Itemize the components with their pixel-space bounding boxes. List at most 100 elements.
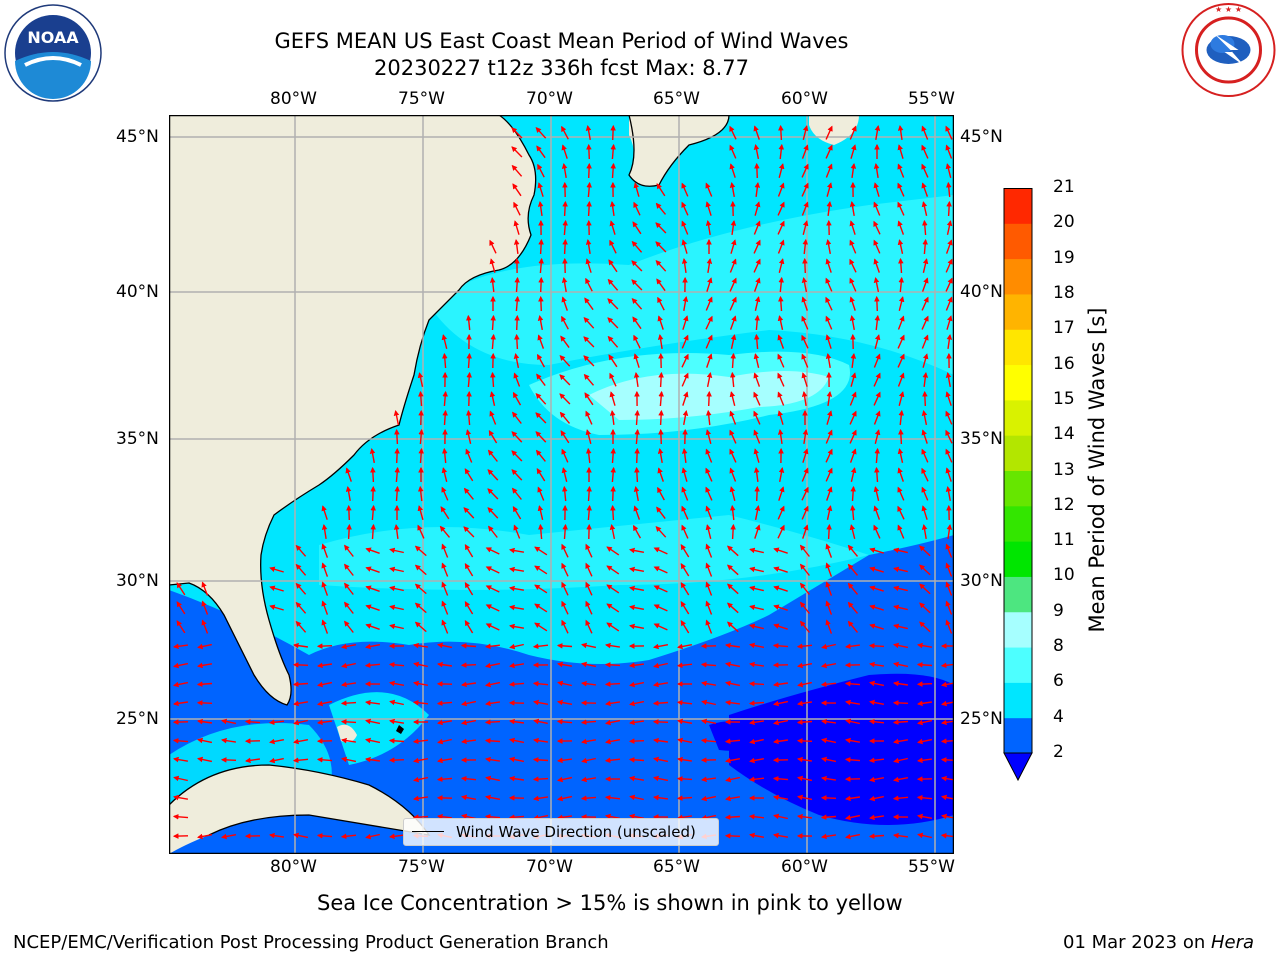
direction-arrow <box>778 124 784 141</box>
direction-arrow <box>681 467 688 482</box>
direction-arrow <box>945 448 953 463</box>
direction-arrow <box>753 410 761 425</box>
land-bahamas-1 <box>337 724 357 743</box>
direction-arrow <box>538 238 544 255</box>
lon-label-top-70w: 70°W <box>526 89 573 109</box>
direction-arrow <box>680 601 690 615</box>
direction-arrow <box>610 485 616 502</box>
direction-arrow <box>220 737 237 744</box>
direction-arrow <box>173 681 189 688</box>
direction-arrow <box>919 545 931 557</box>
direction-arrow <box>869 566 884 573</box>
direction-arrow <box>631 297 643 310</box>
direction-arrow <box>801 277 808 293</box>
direction-arrow <box>729 429 737 444</box>
direction-arrow <box>940 757 954 763</box>
direction-arrow <box>561 600 569 615</box>
direction-arrow <box>533 814 549 821</box>
direction-arrow <box>850 372 857 387</box>
direction-arrow <box>844 737 861 744</box>
direction-arrow <box>921 410 928 426</box>
direction-arrow <box>825 258 832 273</box>
direction-arrow <box>389 604 404 611</box>
direction-arrow <box>681 353 689 368</box>
direction-arrow <box>561 162 568 179</box>
direction-arrow <box>534 546 548 556</box>
direction-arrow <box>629 700 645 707</box>
direction-arrow <box>293 832 309 839</box>
direction-arrow <box>657 447 664 464</box>
date-text: 01 Mar 2023 on <box>1063 932 1211 953</box>
direction-arrow <box>772 738 789 745</box>
direction-arrow <box>874 124 881 141</box>
direction-arrow <box>586 181 593 198</box>
direction-arrow <box>898 409 905 426</box>
period-band-8-north <box>429 195 954 375</box>
colorbar-segment <box>1004 364 1032 401</box>
direction-arrow <box>388 680 405 687</box>
direction-arrow <box>490 371 496 388</box>
direction-arrow <box>844 643 860 650</box>
direction-arrow <box>172 756 189 763</box>
direction-arrow <box>220 833 237 840</box>
direction-arrow <box>490 314 496 331</box>
direction-arrow <box>916 700 933 707</box>
direction-arrow <box>559 411 571 424</box>
lat-label-left-30n: 30°N <box>116 571 159 591</box>
direction-arrow <box>874 295 880 312</box>
direction-arrow <box>820 795 837 801</box>
direction-arrow <box>825 277 833 292</box>
direction-arrow <box>681 182 689 197</box>
direction-arrow <box>748 832 765 839</box>
coastline <box>169 115 537 706</box>
direction-arrow <box>537 200 544 217</box>
direction-arrow <box>655 525 667 538</box>
direction-arrow <box>825 352 832 369</box>
direction-arrow <box>849 504 856 521</box>
direction-arrow <box>196 662 213 669</box>
direction-arrow <box>610 447 616 464</box>
direction-arrow <box>562 523 568 540</box>
colorbar-segment <box>1004 505 1032 542</box>
direction-arrow <box>847 601 859 614</box>
direction-arrow <box>748 700 765 706</box>
direction-arrow <box>484 738 501 744</box>
direction-arrow <box>897 448 904 463</box>
direction-arrow <box>172 813 189 820</box>
lon-label-bottom-70w: 70°W <box>526 857 573 877</box>
direction-arrow <box>535 392 547 405</box>
direction-arrow <box>413 661 428 668</box>
direction-arrow <box>676 776 693 782</box>
direction-arrow <box>726 545 739 557</box>
direction-arrow <box>825 448 833 463</box>
direction-arrow <box>729 296 737 311</box>
direction-arrow <box>729 163 736 178</box>
direction-arrow <box>753 353 760 368</box>
direction-arrow <box>628 604 645 611</box>
direction-arrow <box>826 486 833 501</box>
direction-arrow <box>777 353 785 368</box>
direction-arrow <box>922 258 929 273</box>
direction-arrow <box>801 201 809 216</box>
direction-arrow <box>820 833 837 840</box>
direction-arrow <box>868 643 885 649</box>
direction-arrow <box>586 504 593 521</box>
direction-arrow <box>825 125 833 140</box>
noaa-logo: NOAA <box>4 4 102 102</box>
direction-arrow <box>532 795 549 802</box>
direction-arrow <box>802 428 809 445</box>
direction-arrow <box>583 373 595 386</box>
direction-arrow <box>825 334 832 349</box>
direction-arrow <box>753 391 761 406</box>
direction-arrow <box>489 391 496 406</box>
direction-arrow <box>796 738 813 744</box>
direction-arrow <box>628 738 645 744</box>
direction-arrow <box>773 813 788 820</box>
direction-arrow <box>946 220 953 235</box>
direction-arrow <box>537 163 545 178</box>
direction-arrow <box>657 315 664 330</box>
direction-arrow <box>777 372 785 387</box>
direction-arrow <box>344 582 354 595</box>
direction-arrow <box>849 239 857 254</box>
direction-arrow <box>921 201 928 216</box>
